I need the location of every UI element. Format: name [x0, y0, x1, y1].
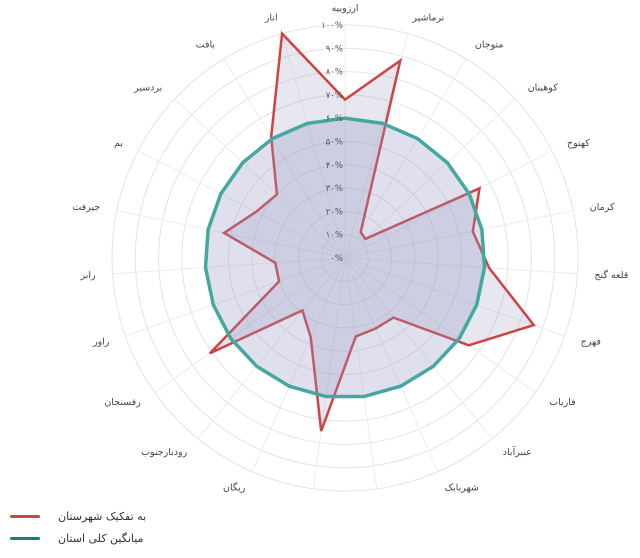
- category-label: بافت: [196, 39, 215, 50]
- spoke: [197, 257, 346, 440]
- tick-label: ۰%: [330, 254, 343, 264]
- spoke: [344, 150, 553, 259]
- spoke: [344, 257, 439, 472]
- spoke: [344, 210, 574, 259]
- category-label: قلعه گنج: [594, 269, 628, 281]
- category-label: فهرج: [581, 337, 601, 348]
- category-label: کهنوج: [567, 138, 590, 149]
- category-label: نرماشیر: [411, 12, 444, 23]
- series-district: [208, 30, 536, 432]
- legend-item-district: به تفکیک شهرستان: [10, 505, 146, 527]
- legend-label-average: میانگین کلی استان: [58, 531, 144, 545]
- radar-spokes: [112, 25, 578, 489]
- legend-swatch-average: [10, 536, 40, 540]
- category-label: رودبارجنوب: [141, 447, 188, 458]
- spoke: [112, 257, 346, 275]
- tick-label: ۶۰%: [326, 114, 343, 124]
- category-label: بم: [114, 138, 123, 149]
- tick-label: ۹۰%: [326, 44, 343, 54]
- spoke: [251, 257, 346, 472]
- category-label: کرمان: [590, 202, 615, 213]
- spoke: [125, 257, 346, 337]
- radar-chart: ۰% ۱۰% ۲۰% ۳۰% ۴۰% ۵۰% ۶۰% ۷۰% ۸۰% ۹۰% ۱۰۰% ارزویی…: [72, 3, 628, 493]
- category-label: انار: [264, 12, 278, 23]
- spoke: [344, 257, 565, 337]
- spoke: [344, 257, 493, 440]
- category-label: ارزوییه: [331, 3, 358, 14]
- category-label: کوهبنان: [528, 82, 559, 93]
- spoke: [281, 33, 346, 259]
- spoke: [223, 58, 346, 259]
- spoke: [344, 58, 467, 259]
- tick-label: ۴۰%: [326, 161, 343, 171]
- category-label: راور: [92, 337, 110, 348]
- category-label: عنبرآباد: [503, 445, 532, 458]
- tick-label: ۳۰%: [326, 184, 343, 194]
- radial-tick-labels: ۰% ۱۰% ۲۰% ۳۰% ۴۰% ۵۰% ۶۰% ۷۰% ۸۰% ۹۰% ۱۰۰%: [321, 21, 343, 264]
- tick-label: ۱۰۰%: [321, 21, 343, 31]
- tick-label: ۸۰%: [326, 68, 343, 78]
- category-label: شهربابک: [445, 482, 479, 493]
- tick-label: ۱۰%: [326, 231, 343, 241]
- legend-item-average: میانگین کلی استان: [10, 527, 146, 549]
- spoke: [154, 257, 346, 393]
- category-label: رفسنجان: [104, 397, 141, 408]
- category-label: بردسیر: [133, 82, 162, 93]
- category-label: رابر: [79, 270, 96, 281]
- legend-swatch-district: [10, 514, 40, 518]
- tick-label: ۲۰%: [326, 207, 343, 217]
- spoke: [116, 210, 346, 259]
- spoke: [344, 257, 378, 489]
- category-labels: ارزوییه نرماشیر متوجان کوهبنان کهنوج کرمان قلع…: [72, 3, 628, 493]
- spoke: [312, 257, 346, 489]
- spoke: [137, 150, 346, 259]
- spoke: [174, 98, 346, 259]
- spoke: [344, 98, 516, 259]
- tick-label: ۵۰%: [326, 138, 343, 148]
- category-label: فارياب: [549, 397, 576, 408]
- category-label: متوجان: [475, 39, 504, 50]
- spoke: [344, 257, 536, 393]
- legend-label-district: به تفکیک شهرستان: [58, 509, 147, 523]
- category-label: ریگان: [223, 481, 246, 493]
- tick-label: ۷۰%: [326, 91, 343, 101]
- spoke: [344, 257, 578, 275]
- legend: به تفکیک شهرستان میانگین کلی استان: [10, 505, 146, 549]
- category-label: جیرفت: [72, 202, 100, 213]
- series-average: [203, 116, 487, 399]
- radar-series: [203, 30, 536, 432]
